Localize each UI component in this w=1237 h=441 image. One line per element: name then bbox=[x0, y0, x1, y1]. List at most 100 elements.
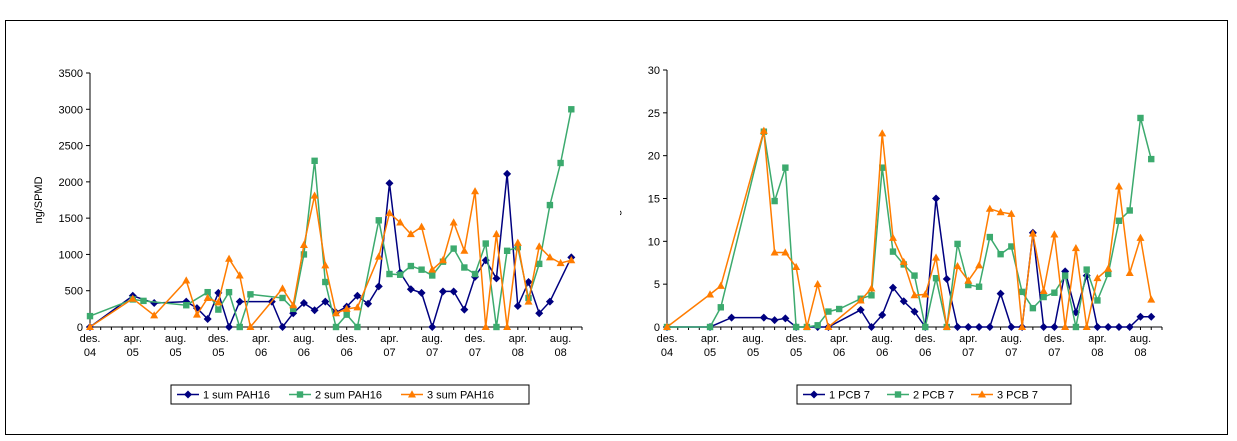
data-point bbox=[492, 274, 501, 283]
x-tick-label: apr. bbox=[830, 333, 848, 345]
data-point bbox=[290, 305, 297, 313]
data-point bbox=[438, 287, 447, 296]
data-point bbox=[279, 294, 286, 302]
data-point bbox=[568, 106, 575, 113]
x-tick-label: aug. bbox=[742, 333, 763, 345]
data-point bbox=[428, 265, 437, 273]
data-point bbox=[418, 266, 425, 273]
data-point bbox=[247, 291, 254, 298]
data-point bbox=[321, 261, 330, 269]
x-tick-label: apr. bbox=[124, 333, 142, 345]
data-point bbox=[878, 129, 887, 137]
data-point bbox=[717, 304, 725, 311]
legend-box bbox=[796, 384, 1072, 405]
data-point bbox=[1040, 293, 1047, 301]
data-point bbox=[428, 323, 437, 331]
data-point bbox=[1147, 312, 1156, 321]
x-tick-label: 07 bbox=[426, 347, 438, 359]
y-axis-label: ng/SPMD bbox=[620, 175, 622, 222]
data-point bbox=[482, 240, 489, 247]
data-point bbox=[942, 275, 951, 284]
data-point bbox=[1072, 323, 1080, 331]
x-tick-label: 06 bbox=[919, 347, 931, 359]
data-point bbox=[332, 309, 340, 317]
data-point bbox=[407, 262, 415, 270]
x-tick-label: 06 bbox=[876, 347, 888, 359]
data-point bbox=[513, 238, 522, 246]
data-point bbox=[406, 285, 415, 294]
x-tick-label: 07 bbox=[1048, 347, 1060, 359]
data-point bbox=[204, 288, 211, 296]
data-point bbox=[140, 297, 147, 305]
data-point bbox=[235, 271, 244, 279]
data-point bbox=[899, 257, 908, 265]
x-tick-label: des. bbox=[1044, 333, 1065, 345]
data-point bbox=[460, 305, 469, 314]
y-tick-label: 1500 bbox=[59, 213, 83, 225]
data-point bbox=[879, 164, 886, 171]
data-point bbox=[557, 159, 564, 167]
data-point bbox=[1125, 323, 1134, 331]
x-tick-label: apr. bbox=[509, 333, 527, 345]
data-point bbox=[781, 248, 790, 256]
legend-label: 3 PCB 7 bbox=[997, 390, 1038, 402]
data-point bbox=[1136, 233, 1145, 241]
series-line bbox=[89, 109, 573, 330]
data-point bbox=[545, 253, 554, 261]
series-line bbox=[666, 130, 1152, 329]
x-tick-label: 08 bbox=[512, 347, 524, 359]
x-tick-label: aug. bbox=[165, 333, 186, 345]
data-point bbox=[1018, 322, 1027, 330]
data-point bbox=[1061, 272, 1069, 279]
data-point bbox=[868, 292, 875, 299]
x-tick-label: aug. bbox=[293, 333, 314, 345]
legend-label: 3 sum PAH16 bbox=[427, 390, 494, 402]
data-point bbox=[932, 194, 941, 203]
y-tick-label: 2000 bbox=[59, 177, 83, 189]
data-point bbox=[1093, 273, 1102, 282]
data-point bbox=[450, 245, 457, 252]
data-point bbox=[503, 169, 512, 178]
x-tick-label: apr. bbox=[959, 333, 977, 345]
data-point bbox=[975, 323, 984, 331]
data-point bbox=[354, 323, 361, 331]
data-point bbox=[375, 217, 382, 224]
data-point bbox=[396, 271, 404, 278]
data-point bbox=[1104, 323, 1113, 331]
y-tick-label: 0 bbox=[654, 322, 660, 334]
data-point bbox=[867, 284, 876, 292]
data-point bbox=[986, 233, 994, 241]
data-point bbox=[481, 322, 490, 330]
x-tick-label: des. bbox=[657, 333, 678, 345]
data-point bbox=[889, 248, 897, 255]
x-tick-label: 05 bbox=[169, 347, 181, 359]
data-point bbox=[236, 323, 243, 331]
data-point bbox=[975, 261, 984, 269]
data-point bbox=[503, 247, 511, 254]
data-point bbox=[964, 276, 973, 284]
data-point bbox=[311, 157, 318, 165]
data-point bbox=[1008, 243, 1015, 250]
data-point bbox=[183, 302, 190, 309]
data-point bbox=[1050, 323, 1059, 331]
y-tick-label: 10 bbox=[648, 236, 660, 248]
data-point bbox=[278, 323, 287, 331]
data-point bbox=[716, 281, 725, 289]
data-point bbox=[985, 323, 994, 331]
data-point bbox=[1104, 264, 1113, 272]
data-point bbox=[867, 323, 876, 331]
data-point bbox=[911, 272, 918, 279]
chart-plot-area: 051015202530des.04apr.05aug.05des.05apr.… bbox=[620, 65, 1163, 405]
data-point bbox=[802, 322, 811, 330]
data-point bbox=[1007, 323, 1016, 331]
data-point bbox=[1071, 243, 1080, 252]
legend-marker bbox=[978, 390, 986, 398]
x-tick-label: des. bbox=[336, 333, 357, 345]
data-point bbox=[278, 284, 287, 292]
data-point bbox=[150, 299, 159, 308]
data-point bbox=[493, 323, 500, 331]
data-point bbox=[1126, 207, 1133, 214]
y-tick-label: 2500 bbox=[59, 141, 83, 153]
data-point bbox=[535, 242, 544, 250]
data-point bbox=[310, 306, 319, 315]
